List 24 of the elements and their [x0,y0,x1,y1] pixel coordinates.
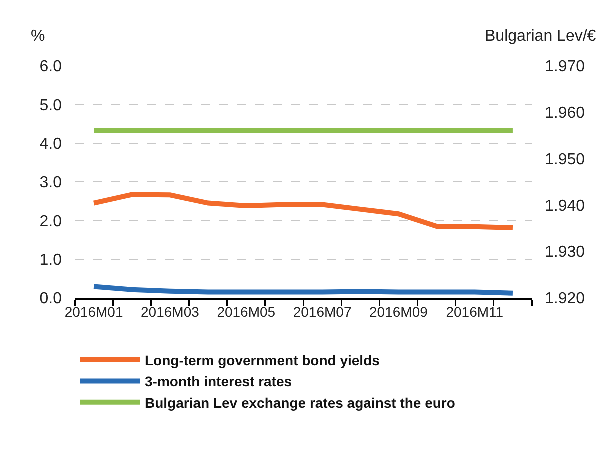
x-tick-label: 2016M09 [370,304,428,320]
legend-label: 3-month interest rates [145,374,292,390]
y2-tick-label: 1.920 [545,290,586,308]
y-tick-label: 5.0 [40,97,62,114]
legend-label: Long-term government bond yields [145,352,380,368]
y2-tick-label: 1.930 [545,244,586,262]
legend-label: Bulgarian Lev exchange rates against the euro [145,394,456,411]
x-tick-label: 2016M07 [293,304,352,320]
y2-tick-label: 1.960 [545,105,586,122]
y-tick-label: 0.0 [40,290,62,308]
x-tick-label: 2016M01 [64,304,124,320]
x-tick-label: 2016M11 [446,304,504,320]
y-axis-title: % [31,28,46,45]
y-tick-label: 6.0 [40,58,62,76]
y2-tick-label: 1.950 [545,151,586,168]
y-tick-label: 2.0 [40,213,62,230]
y2-axis-title: Bulgarian Lev/€ [485,28,596,45]
y2-tick-label: 1.940 [545,198,586,215]
y-tick-label: 3.0 [40,174,62,192]
y-tick-label: 1.0 [40,252,62,269]
x-tick-label: 2016M03 [141,304,200,320]
y-tick-label: 4.0 [40,136,62,153]
y2-tick-label: 1.970 [545,58,586,76]
x-tick-label: 2016M05 [217,304,276,320]
